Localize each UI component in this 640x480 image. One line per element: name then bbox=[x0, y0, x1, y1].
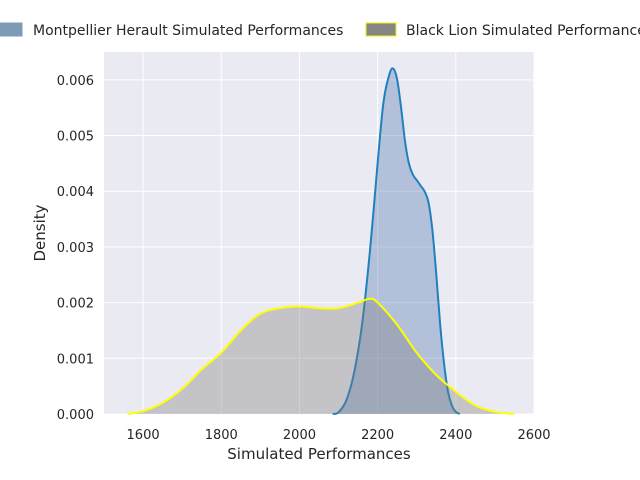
y-tick-label: 0.005 bbox=[57, 130, 94, 145]
legend-swatch-montpellier bbox=[0, 22, 23, 37]
montpellier-density-line bbox=[332, 67, 461, 415]
x-tick-label: 2400 bbox=[439, 428, 472, 443]
black-lion-density-area bbox=[127, 298, 515, 414]
y-tick-label: 0.001 bbox=[57, 352, 94, 367]
black-lion-density-line bbox=[127, 297, 515, 415]
x-tick-label: 1800 bbox=[205, 428, 238, 443]
x-tick-label: 2600 bbox=[517, 428, 550, 443]
plot-background bbox=[104, 52, 534, 414]
x-axis-label: Simulated Performances bbox=[227, 445, 411, 463]
y-tick-label: 0.003 bbox=[57, 241, 94, 256]
y-tick-label: 0.002 bbox=[57, 297, 94, 312]
x-tick-labels: 1600 1800 2000 2200 2400 2600 bbox=[127, 428, 551, 443]
y-tick-label: 0.000 bbox=[57, 408, 94, 423]
y-tick-label: 0.004 bbox=[57, 185, 94, 200]
density-areas bbox=[127, 67, 515, 415]
x-tick-label: 2000 bbox=[283, 428, 316, 443]
grid-lines bbox=[104, 52, 535, 415]
legend-label-black-lion: Black Lion Simulated Performances bbox=[406, 23, 640, 39]
y-tick-labels: 0.000 0.001 0.002 0.003 0.004 0.005 0.006 bbox=[57, 74, 94, 423]
legend-swatch-black-lion bbox=[365, 22, 397, 37]
x-tick-label: 2200 bbox=[361, 428, 394, 443]
montpellier-density-area bbox=[332, 68, 460, 414]
legend-label-montpellier: Montpellier Herault Simulated Performanc… bbox=[33, 23, 343, 39]
legend: Montpellier Herault Simulated Performanc… bbox=[0, 22, 640, 39]
x-tick-label: 1600 bbox=[127, 428, 160, 443]
y-tick-label: 0.006 bbox=[57, 74, 94, 89]
y-axis-label: Density bbox=[31, 204, 49, 261]
